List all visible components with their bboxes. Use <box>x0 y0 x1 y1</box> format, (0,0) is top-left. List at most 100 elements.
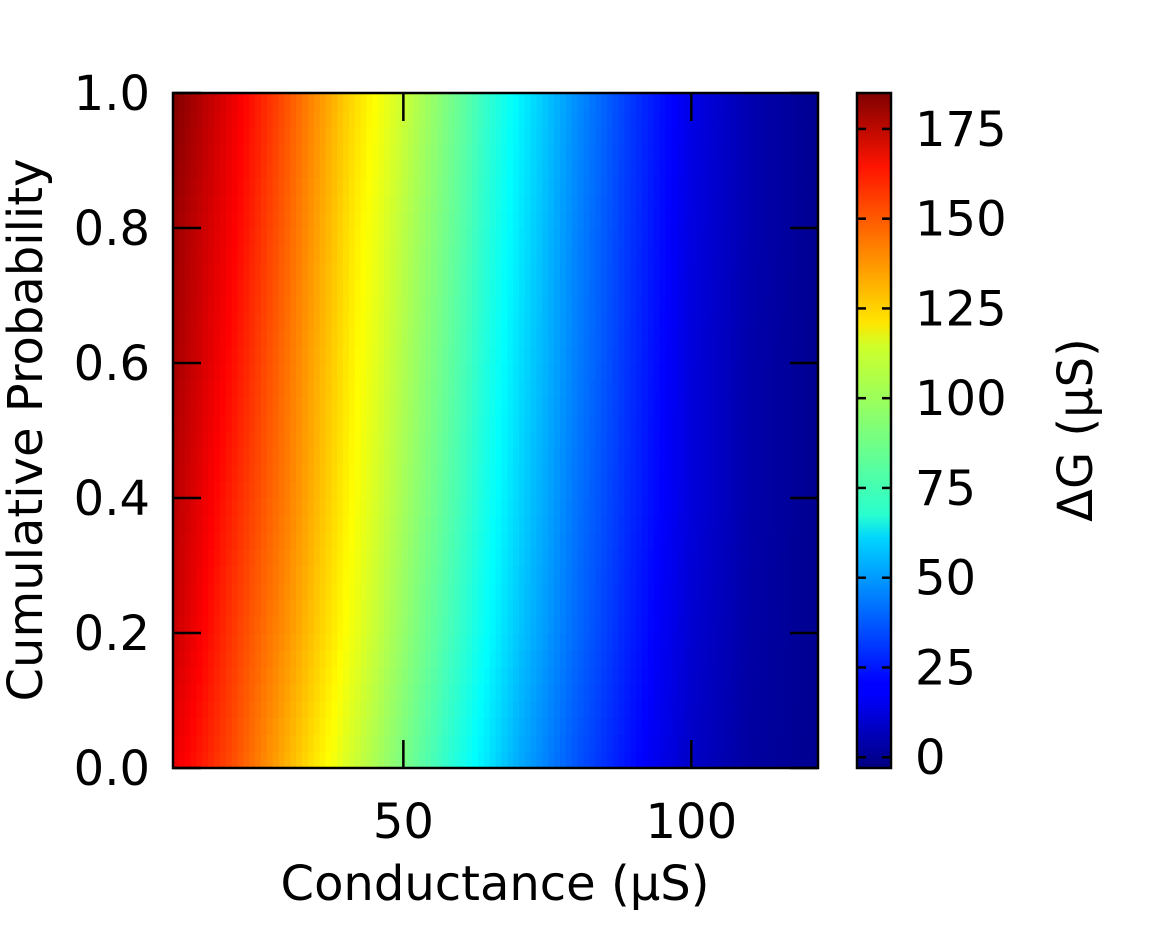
heatmap-cell <box>747 430 755 449</box>
heatmap-cell <box>184 211 192 229</box>
heatmap-cell <box>407 346 415 364</box>
heatmap-cell <box>272 633 280 651</box>
heatmap-cell <box>806 666 813 685</box>
heatmap-cell <box>583 109 591 128</box>
heatmap-cell <box>618 649 626 668</box>
heatmap-cell <box>712 582 720 601</box>
heatmap-cell <box>466 717 473 736</box>
heatmap-cell <box>272 683 280 702</box>
heatmap-cell <box>759 666 767 685</box>
heatmap-cell <box>653 582 661 601</box>
heatmap-cell <box>565 717 573 736</box>
heatmap-cell <box>425 649 432 668</box>
heatmap-cell <box>284 498 292 516</box>
heatmap-cell <box>495 312 503 331</box>
heatmap-cell <box>718 565 725 584</box>
heatmap-cell <box>624 160 632 179</box>
heatmap-cell <box>442 329 450 347</box>
heatmap-cell <box>454 396 462 415</box>
heatmap-cell <box>425 430 432 449</box>
heatmap-cell <box>524 498 532 516</box>
heatmap-cell <box>231 194 239 212</box>
heatmap-cell <box>214 430 221 449</box>
heatmap-cell <box>360 633 368 651</box>
heatmap-cell <box>378 278 385 297</box>
heatmap-cell <box>466 683 473 702</box>
heatmap-cell <box>366 700 374 719</box>
heatmap-cell <box>366 126 374 145</box>
heatmap-cell <box>694 649 702 668</box>
heatmap-cell <box>548 649 555 668</box>
heatmap-cell <box>689 194 696 212</box>
heatmap-cell <box>689 717 696 736</box>
heatmap-cell <box>554 244 561 263</box>
heatmap-cell <box>337 346 344 364</box>
heatmap-cell <box>524 700 532 719</box>
heatmap-cell <box>542 295 550 314</box>
heatmap-cell <box>343 278 350 297</box>
heatmap-cell <box>243 160 251 179</box>
heatmap-cell <box>302 481 309 499</box>
heatmap-cell <box>442 363 450 381</box>
heatmap-cell <box>665 244 673 263</box>
heatmap-cell <box>290 194 297 212</box>
heatmap-cell <box>448 312 456 331</box>
heatmap-cell <box>290 143 297 162</box>
heatmap-cell <box>712 666 720 685</box>
heatmap-cell <box>202 548 209 567</box>
heatmap-cell <box>260 683 268 702</box>
heatmap-cell <box>266 649 274 668</box>
heatmap-cell <box>800 244 808 263</box>
heatmap-cell <box>436 649 444 668</box>
heatmap-cell <box>706 396 714 415</box>
heatmap-cell <box>565 531 573 550</box>
heatmap-cell <box>173 717 180 736</box>
heatmap-cell <box>741 616 749 634</box>
heatmap-cell <box>413 531 421 550</box>
heatmap-cell <box>331 633 338 651</box>
heatmap-cell <box>237 363 245 381</box>
heatmap-cell <box>366 649 374 668</box>
heatmap-cell <box>724 278 731 297</box>
heatmap-cell <box>307 143 315 162</box>
heatmap-cell <box>642 751 649 768</box>
heatmap-cell <box>454 346 462 364</box>
heatmap-cell <box>325 548 333 567</box>
heatmap-cell <box>571 413 579 432</box>
heatmap-cell <box>307 396 315 415</box>
heatmap-cell <box>395 194 403 212</box>
heatmap-cell <box>237 599 245 617</box>
heatmap-cell <box>630 160 638 179</box>
heatmap-cell <box>636 312 643 331</box>
heatmap-cell <box>290 278 297 297</box>
heatmap-cell <box>343 413 350 432</box>
heatmap-cell <box>800 734 808 752</box>
heatmap-cell <box>812 565 818 584</box>
heatmap-cell <box>683 278 690 297</box>
heatmap-cell <box>178 396 186 415</box>
heatmap-cell <box>260 329 268 347</box>
heatmap-cell <box>296 582 303 601</box>
heatmap-cell <box>565 700 573 719</box>
heatmap-cell <box>577 194 585 212</box>
heatmap-cell <box>214 396 221 415</box>
heatmap-cell <box>677 430 684 449</box>
heatmap-cell <box>266 666 274 685</box>
heatmap-cell <box>694 514 702 533</box>
heatmap-cell <box>671 464 679 482</box>
heatmap-cell <box>636 160 643 179</box>
heatmap-cell <box>642 649 649 668</box>
heatmap-cell <box>776 126 784 145</box>
heatmap-cell <box>436 244 444 263</box>
heatmap-cell <box>231 261 239 280</box>
heatmap-cell <box>348 143 356 162</box>
heatmap-cell <box>466 616 473 634</box>
heatmap-cell <box>378 126 385 145</box>
heatmap-cell <box>319 379 327 398</box>
heatmap-cell <box>518 312 526 331</box>
heatmap-cell <box>489 514 497 533</box>
heatmap-cell <box>718 481 725 499</box>
heatmap-cell <box>665 447 673 466</box>
heatmap-cell <box>694 413 702 432</box>
heatmap-cell <box>413 295 421 314</box>
